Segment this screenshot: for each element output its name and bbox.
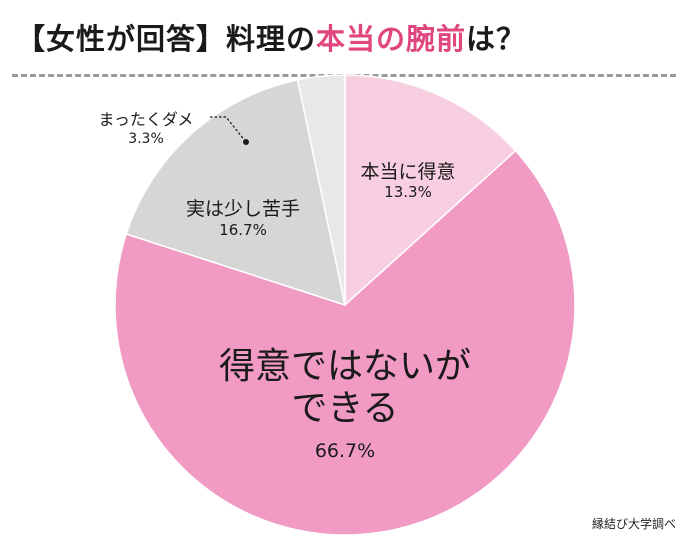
slice-value-weak: 16.7% — [219, 221, 267, 239]
title-highlight: 本当の腕前 — [316, 22, 467, 56]
slice-label-great: 本当に得意 — [360, 161, 455, 183]
slice-weak — [125, 79, 347, 307]
slice-capable — [114, 149, 576, 536]
slice-great — [344, 74, 517, 307]
source-note: 縁結び大学調べ — [591, 517, 676, 531]
slice-value-great: 13.3% — [384, 183, 432, 201]
title-prefix: 【女性が回答】料理の — [16, 22, 317, 56]
chart-title: 【女性が回答】料理の本当の腕前は？ — [16, 16, 526, 58]
slice-value-capable: 66.7% — [315, 440, 375, 462]
slice-label-weak: 実は少し苦手 — [186, 198, 300, 220]
slice-bad — [296, 74, 346, 306]
title-suffix: は？ — [466, 22, 527, 56]
slice-label-capable-line1: 得意ではないが — [219, 346, 471, 387]
leader-line-bad — [210, 116, 247, 143]
slice-label-bad: まったくダメ — [99, 110, 194, 129]
slice-label-capable-line2: できる — [291, 388, 398, 429]
slice-value-bad: 3.3% — [128, 131, 164, 147]
leader-dot-bad — [243, 139, 249, 145]
